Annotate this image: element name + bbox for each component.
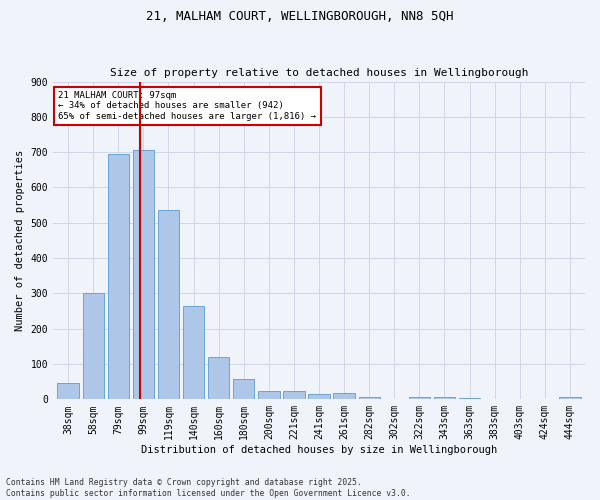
Bar	[484, 398, 505, 400]
Bar	[208, 357, 229, 400]
Bar	[509, 398, 530, 400]
Bar	[359, 396, 380, 400]
Text: Contains HM Land Registry data © Crown copyright and database right 2025.
Contai: Contains HM Land Registry data © Crown c…	[6, 478, 410, 498]
Text: 21, MALHAM COURT, WELLINGBOROUGH, NN8 5QH: 21, MALHAM COURT, WELLINGBOROUGH, NN8 5Q…	[146, 10, 454, 23]
Bar	[83, 294, 104, 400]
Bar	[133, 150, 154, 400]
Title: Size of property relative to detached houses in Wellingborough: Size of property relative to detached ho…	[110, 68, 528, 78]
Bar	[158, 210, 179, 400]
X-axis label: Distribution of detached houses by size in Wellingborough: Distribution of detached houses by size …	[141, 445, 497, 455]
Bar	[334, 393, 355, 400]
Bar	[258, 390, 280, 400]
Bar	[409, 396, 430, 400]
Bar	[233, 379, 254, 400]
Text: 21 MALHAM COURT: 97sqm
← 34% of detached houses are smaller (942)
65% of semi-de: 21 MALHAM COURT: 97sqm ← 34% of detached…	[58, 91, 316, 121]
Bar	[283, 390, 305, 400]
Bar	[459, 398, 480, 400]
Bar	[58, 384, 79, 400]
Bar	[183, 306, 204, 400]
Y-axis label: Number of detached properties: Number of detached properties	[15, 150, 25, 331]
Bar	[308, 394, 329, 400]
Bar	[107, 154, 129, 400]
Bar	[434, 396, 455, 400]
Bar	[383, 398, 405, 400]
Bar	[559, 396, 581, 400]
